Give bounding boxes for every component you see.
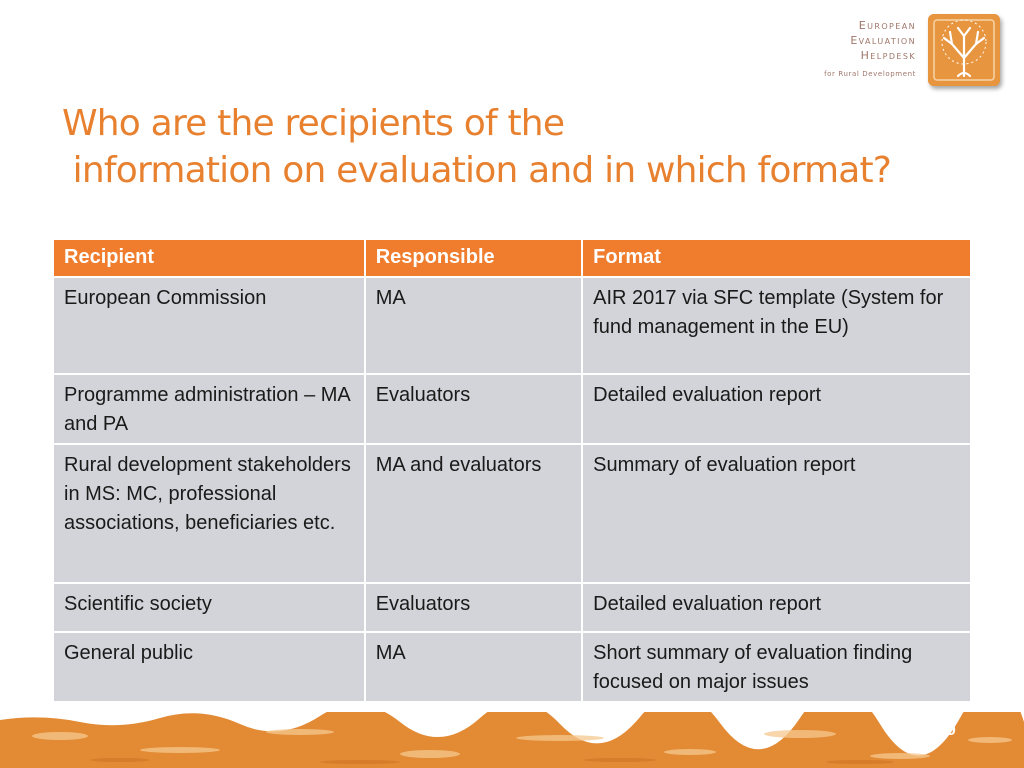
cell-format: Detailed evaluation report	[581, 582, 972, 633]
cell-recipient: European Commission	[52, 276, 366, 375]
header-responsible: Responsible	[363, 238, 584, 278]
cell-responsible: MA	[363, 276, 584, 375]
logo-line-3: Helpdesk	[860, 49, 916, 62]
cell-recipient: Rural development stakeholders in MS: MC…	[52, 443, 366, 584]
cell-format: AIR 2017 via SFC template (System for fu…	[581, 276, 972, 375]
header-recipient: Recipient	[52, 238, 366, 278]
cell-responsible: Evaluators	[363, 582, 584, 633]
title-line-1: Who are the recipients of the	[62, 103, 565, 144]
footer-band	[0, 712, 1024, 768]
table-row: Rural development stakeholders in MS: MC…	[52, 443, 972, 584]
cell-recipient: Programme administration – MA and PA	[52, 373, 366, 445]
table-row: General public MA Short summary of evalu…	[52, 631, 972, 703]
logo-wordmark: European Evaluation Helpdesk for Rural D…	[800, 18, 916, 79]
cell-format: Short summary of evaluation finding focu…	[581, 631, 972, 703]
cell-recipient: Scientific society	[52, 582, 366, 633]
cell-recipient: General public	[52, 631, 366, 703]
page-title: Who are the recipients of the informatio…	[62, 100, 892, 194]
table-row: Scientific society Evaluators Detailed e…	[52, 582, 972, 633]
page-number: 29	[938, 722, 956, 739]
header-format: Format	[581, 238, 972, 278]
cell-responsible: Evaluators	[363, 373, 584, 445]
cell-responsible: MA	[363, 631, 584, 703]
tree-icon	[928, 14, 1000, 86]
logo-subtitle: for Rural Development	[824, 70, 916, 78]
recipients-table: Recipient Responsible Format European Co…	[52, 238, 972, 703]
table-row: Programme administration – MA and PA Eva…	[52, 373, 972, 445]
title-line-2: information on evaluation and in which f…	[62, 150, 892, 191]
cell-format: Detailed evaluation report	[581, 373, 972, 445]
logo-line-1: European	[858, 19, 916, 32]
table-header-row: Recipient Responsible Format	[52, 238, 972, 278]
footer-texture	[0, 712, 1024, 768]
cell-format: Summary of evaluation report	[581, 443, 972, 584]
cell-responsible: MA and evaluators	[363, 443, 584, 584]
logo-line-2: Evaluation	[850, 34, 916, 47]
table-row: European Commission MA AIR 2017 via SFC …	[52, 276, 972, 375]
